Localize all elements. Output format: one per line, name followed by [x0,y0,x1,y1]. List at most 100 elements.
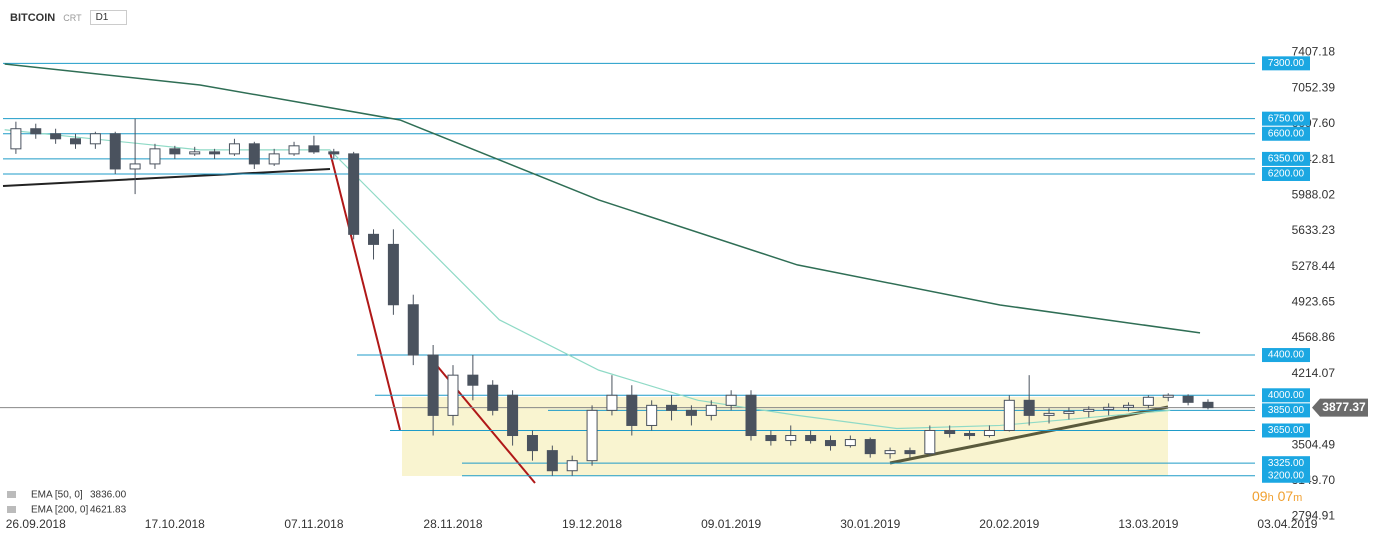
candle-body [268,153,280,165]
candle-body [884,450,896,455]
candle-body [50,133,62,140]
level-tag [1262,56,1310,71]
candle-body [89,133,101,145]
y-tick-label: 4568.86 [1292,330,1336,344]
level-label: 4000.00 [1268,390,1305,401]
level-tag [1262,151,1310,166]
x-tick-label: 26.09.2018 [6,517,66,531]
candle-body [248,143,260,165]
candle-body [586,409,598,462]
candle-body [805,435,817,442]
level-tag [1262,166,1310,181]
candle-body [169,148,181,155]
symbol[interactable]: BITCOIN [10,11,56,24]
candle-body [1083,408,1095,412]
candle-body [308,145,320,153]
candle-body [228,143,240,155]
candle-body [546,450,558,472]
level-label: 4400.00 [1268,350,1305,361]
hours: 09 [1252,488,1268,504]
candle-body [10,128,22,150]
candle-body [745,394,757,437]
candle-body [1182,395,1194,403]
candle-body [765,435,777,442]
candle-body [705,404,717,416]
ema-line [4,63,1201,334]
candle-body [1063,410,1075,414]
x-tick-label: 09.01.2019 [701,517,761,531]
minutes: 07 [1277,488,1294,504]
candle-body [1142,396,1154,406]
level-label: 3200.00 [1268,470,1305,481]
candle-body [30,128,42,135]
x-tick-label: 20.02.2019 [979,517,1039,531]
candle-body [447,374,459,416]
level-tag [1262,423,1310,438]
level-label: 7300.00 [1268,58,1305,69]
level-label: 3650.00 [1268,425,1305,436]
interval-select[interactable]: D1 [89,10,128,25]
y-tick-label: 5278.44 [1292,259,1336,273]
candle-body [526,435,538,452]
unit: m [1293,492,1303,504]
trend-line [329,151,401,431]
candle-body [129,163,141,170]
legend-value: 4621.83 [90,505,127,516]
instrument-type[interactable]: CRT [63,12,82,23]
ema-line [4,129,1171,430]
y-tick-label: 4923.65 [1292,295,1336,309]
candle-body [189,151,201,155]
candle-body [844,439,856,447]
candle-body [69,138,81,145]
y-tick-label: 7407.18 [1292,45,1336,59]
candle-body [487,384,499,411]
legend-value: 3836.00 [90,490,127,501]
level-tag [1262,388,1310,403]
candle-body [328,151,340,155]
level-label: 6350.00 [1268,154,1305,165]
candle-body [824,440,836,447]
level-tag [1262,403,1310,418]
candle-body [626,394,638,426]
countdown: 09h 07m [1252,488,1302,504]
candle-body [1023,399,1035,416]
level-tag [1262,456,1310,471]
candle-body [725,394,737,406]
candle-body [566,460,578,472]
x-tick-label: 30.01.2019 [840,517,900,531]
level-label: 6600.00 [1268,128,1305,139]
level-label: 3325.00 [1268,458,1305,469]
candle-body [467,374,479,386]
candle-body [288,145,300,155]
candle-body [348,153,360,235]
y-tick-label: 5633.23 [1292,223,1336,237]
candle-body [864,439,876,455]
x-tick-label: 28.11.2018 [423,517,482,531]
candle-body [606,394,618,411]
candle-body [1043,412,1055,416]
candle-body [1202,401,1214,409]
candle-body [1123,404,1135,408]
trend-line [2,168,331,187]
legend-name: EMA [50, 0] [31,490,83,501]
candle-body [507,394,519,437]
candle-body [209,151,221,155]
level-label: 6750.00 [1268,113,1305,124]
candle-body [646,404,658,426]
candle-body [1003,399,1015,431]
level-tag [1262,111,1310,126]
candle-body [427,354,439,416]
candle-body [149,148,161,165]
candle-body [924,429,936,455]
candle-body [1103,406,1115,410]
legend-icon [7,491,16,498]
last-price-tag [1312,398,1368,417]
y-tick-label: 5988.02 [1292,187,1336,201]
x-tick-label: 07.11.2018 [284,517,343,531]
legend-name: EMA [200, 0] [31,505,88,516]
legend-icon [7,506,16,513]
candle-body [387,243,399,306]
candle-body [109,133,121,170]
